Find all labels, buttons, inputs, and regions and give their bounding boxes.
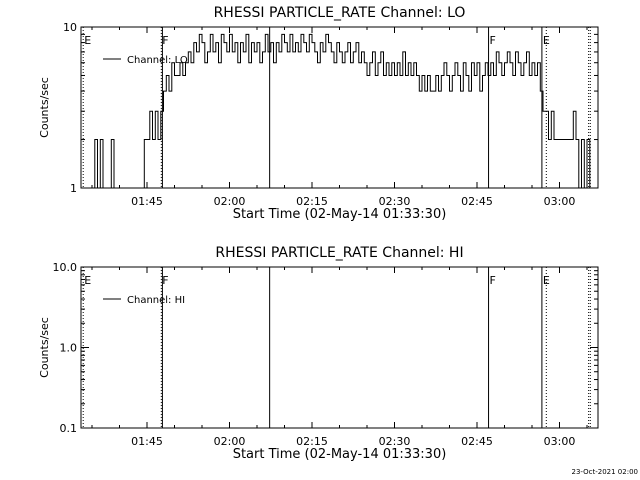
y-tick-label: 1 [70,182,77,195]
legend-entry: Channel: LO [127,55,188,66]
event-marker-label: E [543,274,550,287]
x-tick-label: 03:00 [544,195,576,208]
x-tick-label: 02:00 [214,435,246,448]
y-tick-label: 0.1 [60,422,78,435]
event-marker-label: E [84,34,91,47]
y-tick-label: 10.0 [53,261,78,274]
chart-title: RHESSI PARTICLE_RATE Channel: HI [215,245,463,261]
x-tick-label: 02:45 [461,195,493,208]
x-tick-label: 02:00 [214,195,246,208]
panel-lo: RHESSI PARTICLE_RATE Channel: LO 01:45 02:… [38,5,599,222]
y-tick-label: 10 [63,21,77,34]
y-tick-label: 1.0 [60,342,78,355]
legend-entry: Channel: HI [127,295,185,306]
event-marker-label: E [543,34,550,47]
x-tick-label: 01:45 [131,435,163,448]
event-marker-label: F [162,274,168,287]
y-axis-label: Counts/sec [38,317,51,378]
footer-timestamp: 23-Oct-2021 02:00 [572,468,638,476]
x-tick-label: 03:00 [544,435,576,448]
y-axis-label: Counts/sec [38,77,51,138]
x-tick-label: 02:30 [379,435,411,448]
panel-hi: RHESSI PARTICLE_RATE Channel: HI 01:45 02:… [38,245,599,462]
event-marker-label: E [84,274,91,287]
event-marker-label: F [490,34,496,47]
x-tick-label: 02:30 [379,195,411,208]
x-axis-label: Start Time (02-May-14 01:33:30) [233,207,447,222]
event-marker-label: F [162,34,168,47]
x-tick-label: 02:45 [461,435,493,448]
x-axis-label: Start Time (02-May-14 01:33:30) [233,447,447,462]
x-tick-label: 02:15 [296,435,328,448]
chart-title: RHESSI PARTICLE_RATE Channel: LO [214,5,466,21]
x-tick-label: 01:45 [131,195,163,208]
plot-frame [80,266,599,429]
event-marker-label: F [490,274,496,287]
series-line-channel-lo [92,33,593,189]
x-tick-label: 02:15 [296,195,328,208]
